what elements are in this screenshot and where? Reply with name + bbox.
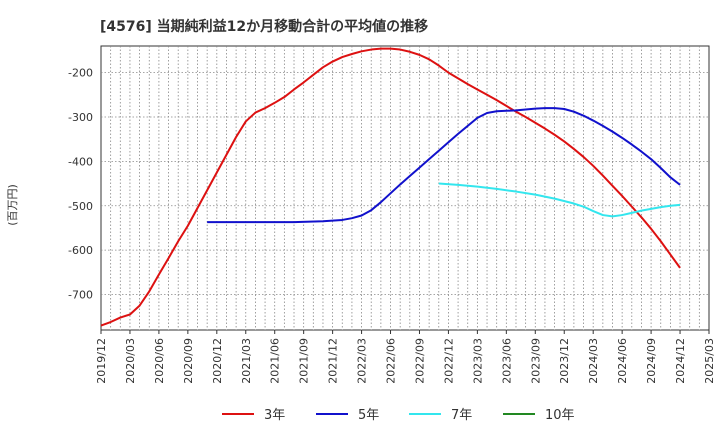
x-tick-label: 2023/06 — [500, 338, 513, 384]
chart-title: [4576] 当期純利益12か月移動合計の平均値の推移 — [100, 18, 428, 35]
x-tick-label: 2022/09 — [413, 338, 426, 384]
legend-label-3: 10年 — [545, 408, 575, 423]
x-tick-label: 2023/03 — [471, 338, 484, 384]
y-tick-label: -300 — [68, 111, 93, 124]
legend: 3年 5年 7年 10年 — [222, 408, 575, 423]
y-axis: -200 -300 -400 -500 -600 -700 — [68, 67, 93, 302]
x-tick-label: 2022/06 — [385, 338, 398, 384]
y-tick-label: -200 — [68, 67, 93, 80]
legend-label-1: 5年 — [358, 408, 379, 423]
legend-label-0: 3年 — [264, 408, 285, 423]
x-tick-label: 2020/12 — [211, 338, 224, 384]
x-tick-label: 2021/03 — [240, 338, 253, 384]
x-tick-label: 2024/03 — [587, 338, 600, 384]
x-tick-label: 2020/03 — [124, 338, 137, 384]
series-lines — [100, 47, 681, 327]
x-tick-label: 2023/12 — [558, 338, 571, 384]
x-tick-label: 2021/12 — [327, 338, 340, 384]
x-tick-label: 2025/03 — [703, 338, 716, 384]
y-axis-label: (百万円) — [6, 184, 19, 226]
y-tick-label: -600 — [68, 244, 93, 257]
y-tick-label: -400 — [68, 155, 93, 168]
x-tick-label: 2021/06 — [269, 338, 282, 384]
series-line-1 — [207, 107, 681, 224]
x-tick-label: 2024/12 — [674, 338, 687, 384]
x-tick-label: 2024/09 — [645, 338, 658, 384]
x-tick-label: 2020/09 — [182, 338, 195, 384]
x-axis: 2019/12 2020/03 2020/06 2020/09 2020/12 2021/… — [95, 330, 716, 384]
x-tick-label: 2022/12 — [442, 338, 455, 384]
plot-area — [100, 45, 710, 331]
y-tick-label: -500 — [68, 200, 93, 213]
x-tick-label: 2019/12 — [95, 338, 108, 384]
x-tick-label: 2022/03 — [356, 338, 369, 384]
x-tick-label: 2024/06 — [616, 338, 629, 384]
x-tick-label: 2020/06 — [153, 338, 166, 384]
x-tick-label: 2023/09 — [529, 338, 542, 384]
series-line-2 — [438, 182, 681, 218]
legend-label-2: 7年 — [451, 408, 472, 423]
series-line-0 — [100, 47, 681, 327]
y-tick-label: -700 — [68, 289, 93, 302]
x-tick-label: 2021/09 — [298, 338, 311, 384]
